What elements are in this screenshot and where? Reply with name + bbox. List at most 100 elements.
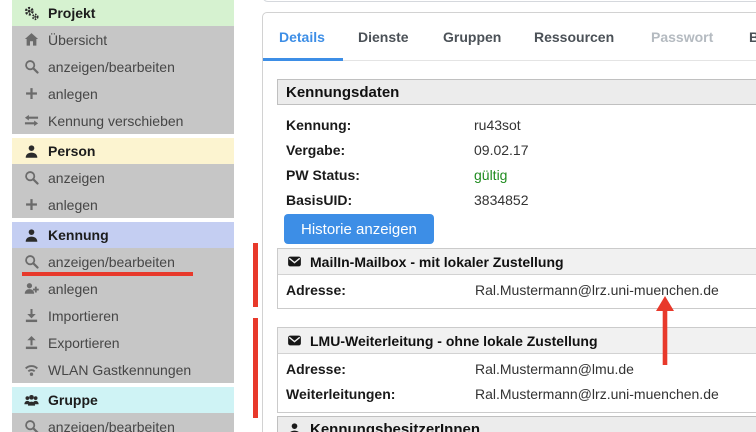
sidebar-item-label: anzeigen/bearbeiten bbox=[48, 58, 175, 75]
tab-passwort: Passwort bbox=[651, 13, 713, 61]
sidebar-item-label: anzeigen/bearbeiten bbox=[48, 253, 175, 270]
field-label: Weiterleitungen: bbox=[286, 386, 396, 402]
annotation-underline bbox=[22, 272, 193, 276]
field-label: PW Status: bbox=[286, 167, 360, 183]
tab-label: Gruppen bbox=[443, 29, 502, 45]
import-icon bbox=[23, 308, 40, 324]
sidebar-item-label: anzeigen/bearbeiten bbox=[48, 418, 175, 432]
tab-gruppen[interactable]: Gruppen bbox=[443, 13, 501, 61]
annotation-marker-bar bbox=[253, 318, 258, 418]
sidebar-item-label: Übersicht bbox=[48, 31, 108, 48]
field-row: Adresse: Ral.Mustermann@lmu.de bbox=[286, 357, 756, 382]
plus-icon bbox=[23, 86, 40, 102]
person-plus-icon bbox=[23, 281, 40, 297]
sidebar-item-label: anzeigen bbox=[48, 169, 105, 186]
sidebar-item-label: Exportieren bbox=[48, 334, 120, 351]
sidebar-item-anlegen[interactable]: anlegen bbox=[12, 191, 234, 218]
mailbox-section-header: MailIn-Mailbox - mit lokaler Zustellung bbox=[278, 249, 756, 275]
tab-dienste[interactable]: Dienste bbox=[358, 13, 409, 61]
home-icon bbox=[23, 32, 40, 48]
sidebar-section-label: Person bbox=[48, 143, 96, 159]
sidebar-item-exportieren[interactable]: Exportieren bbox=[12, 329, 234, 356]
history-button[interactable]: Historie anzeigen bbox=[284, 214, 434, 244]
sidebar-section-person[interactable]: Person bbox=[12, 138, 234, 164]
scrolled-off-box-edge bbox=[262, 0, 756, 2]
mailbox-section-header: LMU-Weiterleitung - ohne lokale Zustellu… bbox=[278, 328, 756, 354]
mailbox-rows: Adresse: Ral.Mustermann@lmu.de Weiterleitu… bbox=[278, 354, 756, 412]
panel-body: Kennungsdaten Kennung: ru43sot Vergabe: 09.… bbox=[277, 61, 756, 432]
section-header-kennungsbesitzer: KennungsbesitzerInnen bbox=[277, 416, 756, 432]
field-value: Ral.Mustermann@lrz.uni-muenchen.de bbox=[475, 282, 719, 298]
sidebar-item-anzeigen-bearbeiten[interactable]: anzeigen/bearbeiten bbox=[12, 248, 234, 275]
sidebar-section-label: Projekt bbox=[48, 5, 96, 21]
field-row: Weiterleitungen: Ral.Mustermann@lrz.uni-m… bbox=[286, 382, 756, 407]
field-label: Vergabe: bbox=[286, 142, 346, 158]
sidebar-section-label: Gruppe bbox=[48, 392, 98, 408]
sidebar-item-label: anlegen bbox=[48, 280, 98, 297]
sidebar-item-label: anlegen bbox=[48, 196, 98, 213]
person-icon bbox=[23, 227, 40, 243]
tab-label: Be bbox=[749, 29, 756, 45]
tab-label: Dienste bbox=[358, 29, 409, 45]
sidebar-section-projekt[interactable]: Projekt bbox=[12, 0, 234, 26]
field-label: Adresse: bbox=[286, 282, 346, 298]
kennung-fields: Kennung: ru43sot Vergabe: 09.02.17 PW Status… bbox=[277, 113, 756, 213]
sidebar-item-kennung-verschieben[interactable]: Kennung verschieben bbox=[12, 107, 234, 134]
sidebar-item-label: Importieren bbox=[48, 307, 119, 324]
tab-label: Passwort bbox=[651, 29, 714, 45]
sidebar-section-label: Kennung bbox=[48, 227, 109, 243]
field-label: Adresse: bbox=[286, 361, 346, 377]
field-value: 09.02.17 bbox=[474, 142, 529, 158]
search-icon bbox=[23, 170, 40, 186]
field-label: Kennung: bbox=[286, 117, 352, 133]
person-icon bbox=[286, 422, 303, 432]
tab-ressourcen[interactable]: Ressourcen bbox=[534, 13, 614, 61]
search-icon bbox=[23, 254, 40, 270]
mailbox-title: MailIn-Mailbox - mit lokaler Zustellung bbox=[310, 253, 564, 270]
mail-icon bbox=[286, 333, 303, 349]
field-row: PW Status: gültig bbox=[277, 163, 756, 188]
main-panel: Details Dienste Gruppen Ressourcen Passwort B… bbox=[262, 12, 756, 432]
mailbox-sections: MailIn-Mailbox - mit lokaler Zustellung A… bbox=[277, 248, 756, 413]
gears-icon bbox=[23, 5, 40, 21]
annotation-marker-bar bbox=[253, 243, 258, 307]
group-icon bbox=[23, 392, 40, 408]
sidebar-item-übersicht[interactable]: Übersicht bbox=[12, 26, 234, 53]
field-value: Ral.Mustermann@lmu.de bbox=[475, 361, 634, 377]
field-row: Kennung: ru43sot bbox=[277, 113, 756, 138]
sidebar-item-importieren[interactable]: Importieren bbox=[12, 302, 234, 329]
plus-icon bbox=[23, 197, 40, 213]
export-icon bbox=[23, 335, 40, 351]
search-icon bbox=[23, 419, 40, 432]
sidebar-item-label: anlegen bbox=[48, 85, 98, 102]
sidebar-item-anzeigen-bearbeiten[interactable]: anzeigen/bearbeiten bbox=[12, 413, 234, 432]
field-row: BasisUID: 3834852 bbox=[277, 188, 756, 213]
field-value: gültig bbox=[474, 167, 508, 183]
mailbox-title: LMU-Weiterleitung - ohne lokale Zustellu… bbox=[310, 332, 598, 349]
tab-be[interactable]: Be bbox=[749, 13, 756, 61]
sidebar-item-anlegen[interactable]: anlegen bbox=[12, 80, 234, 107]
tab-label: Details bbox=[279, 29, 325, 45]
sidebar-section-gruppe[interactable]: Gruppe bbox=[12, 387, 234, 413]
sidebar-item-anzeigen[interactable]: anzeigen bbox=[12, 164, 234, 191]
field-value: 3834852 bbox=[474, 192, 529, 208]
mailbox-section: MailIn-Mailbox - mit lokaler Zustellung A… bbox=[277, 248, 756, 309]
sidebar-item-anlegen[interactable]: anlegen bbox=[12, 275, 234, 302]
field-row: Vergabe: 09.02.17 bbox=[277, 138, 756, 163]
sidebar-item-wlan-gastkennungen[interactable]: WLAN Gastkennungen bbox=[12, 356, 234, 383]
field-value: Ral.Mustermann@lrz.uni-muenchen.de bbox=[475, 386, 719, 402]
tab-bar: Details Dienste Gruppen Ressourcen Passwort B… bbox=[263, 13, 756, 61]
mailbox-rows: Adresse: Ral.Mustermann@lrz.uni-muenchen.… bbox=[278, 275, 756, 308]
person-icon bbox=[23, 143, 40, 159]
annotation-arrow-up-icon bbox=[656, 296, 674, 365]
sidebar-item-label: Kennung verschieben bbox=[48, 112, 184, 129]
wifi-icon bbox=[23, 362, 40, 378]
transfer-arrows-icon bbox=[23, 113, 40, 129]
field-label: BasisUID: bbox=[286, 192, 353, 208]
search-icon bbox=[23, 59, 40, 75]
sidebar-section-kennung[interactable]: Kennung bbox=[12, 222, 234, 248]
sidebar-item-anzeigen-bearbeiten[interactable]: anzeigen/bearbeiten bbox=[12, 53, 234, 80]
tab-details[interactable]: Details bbox=[279, 13, 325, 61]
sidebar-item-label: WLAN Gastkennungen bbox=[48, 361, 192, 378]
mail-icon bbox=[286, 254, 303, 270]
